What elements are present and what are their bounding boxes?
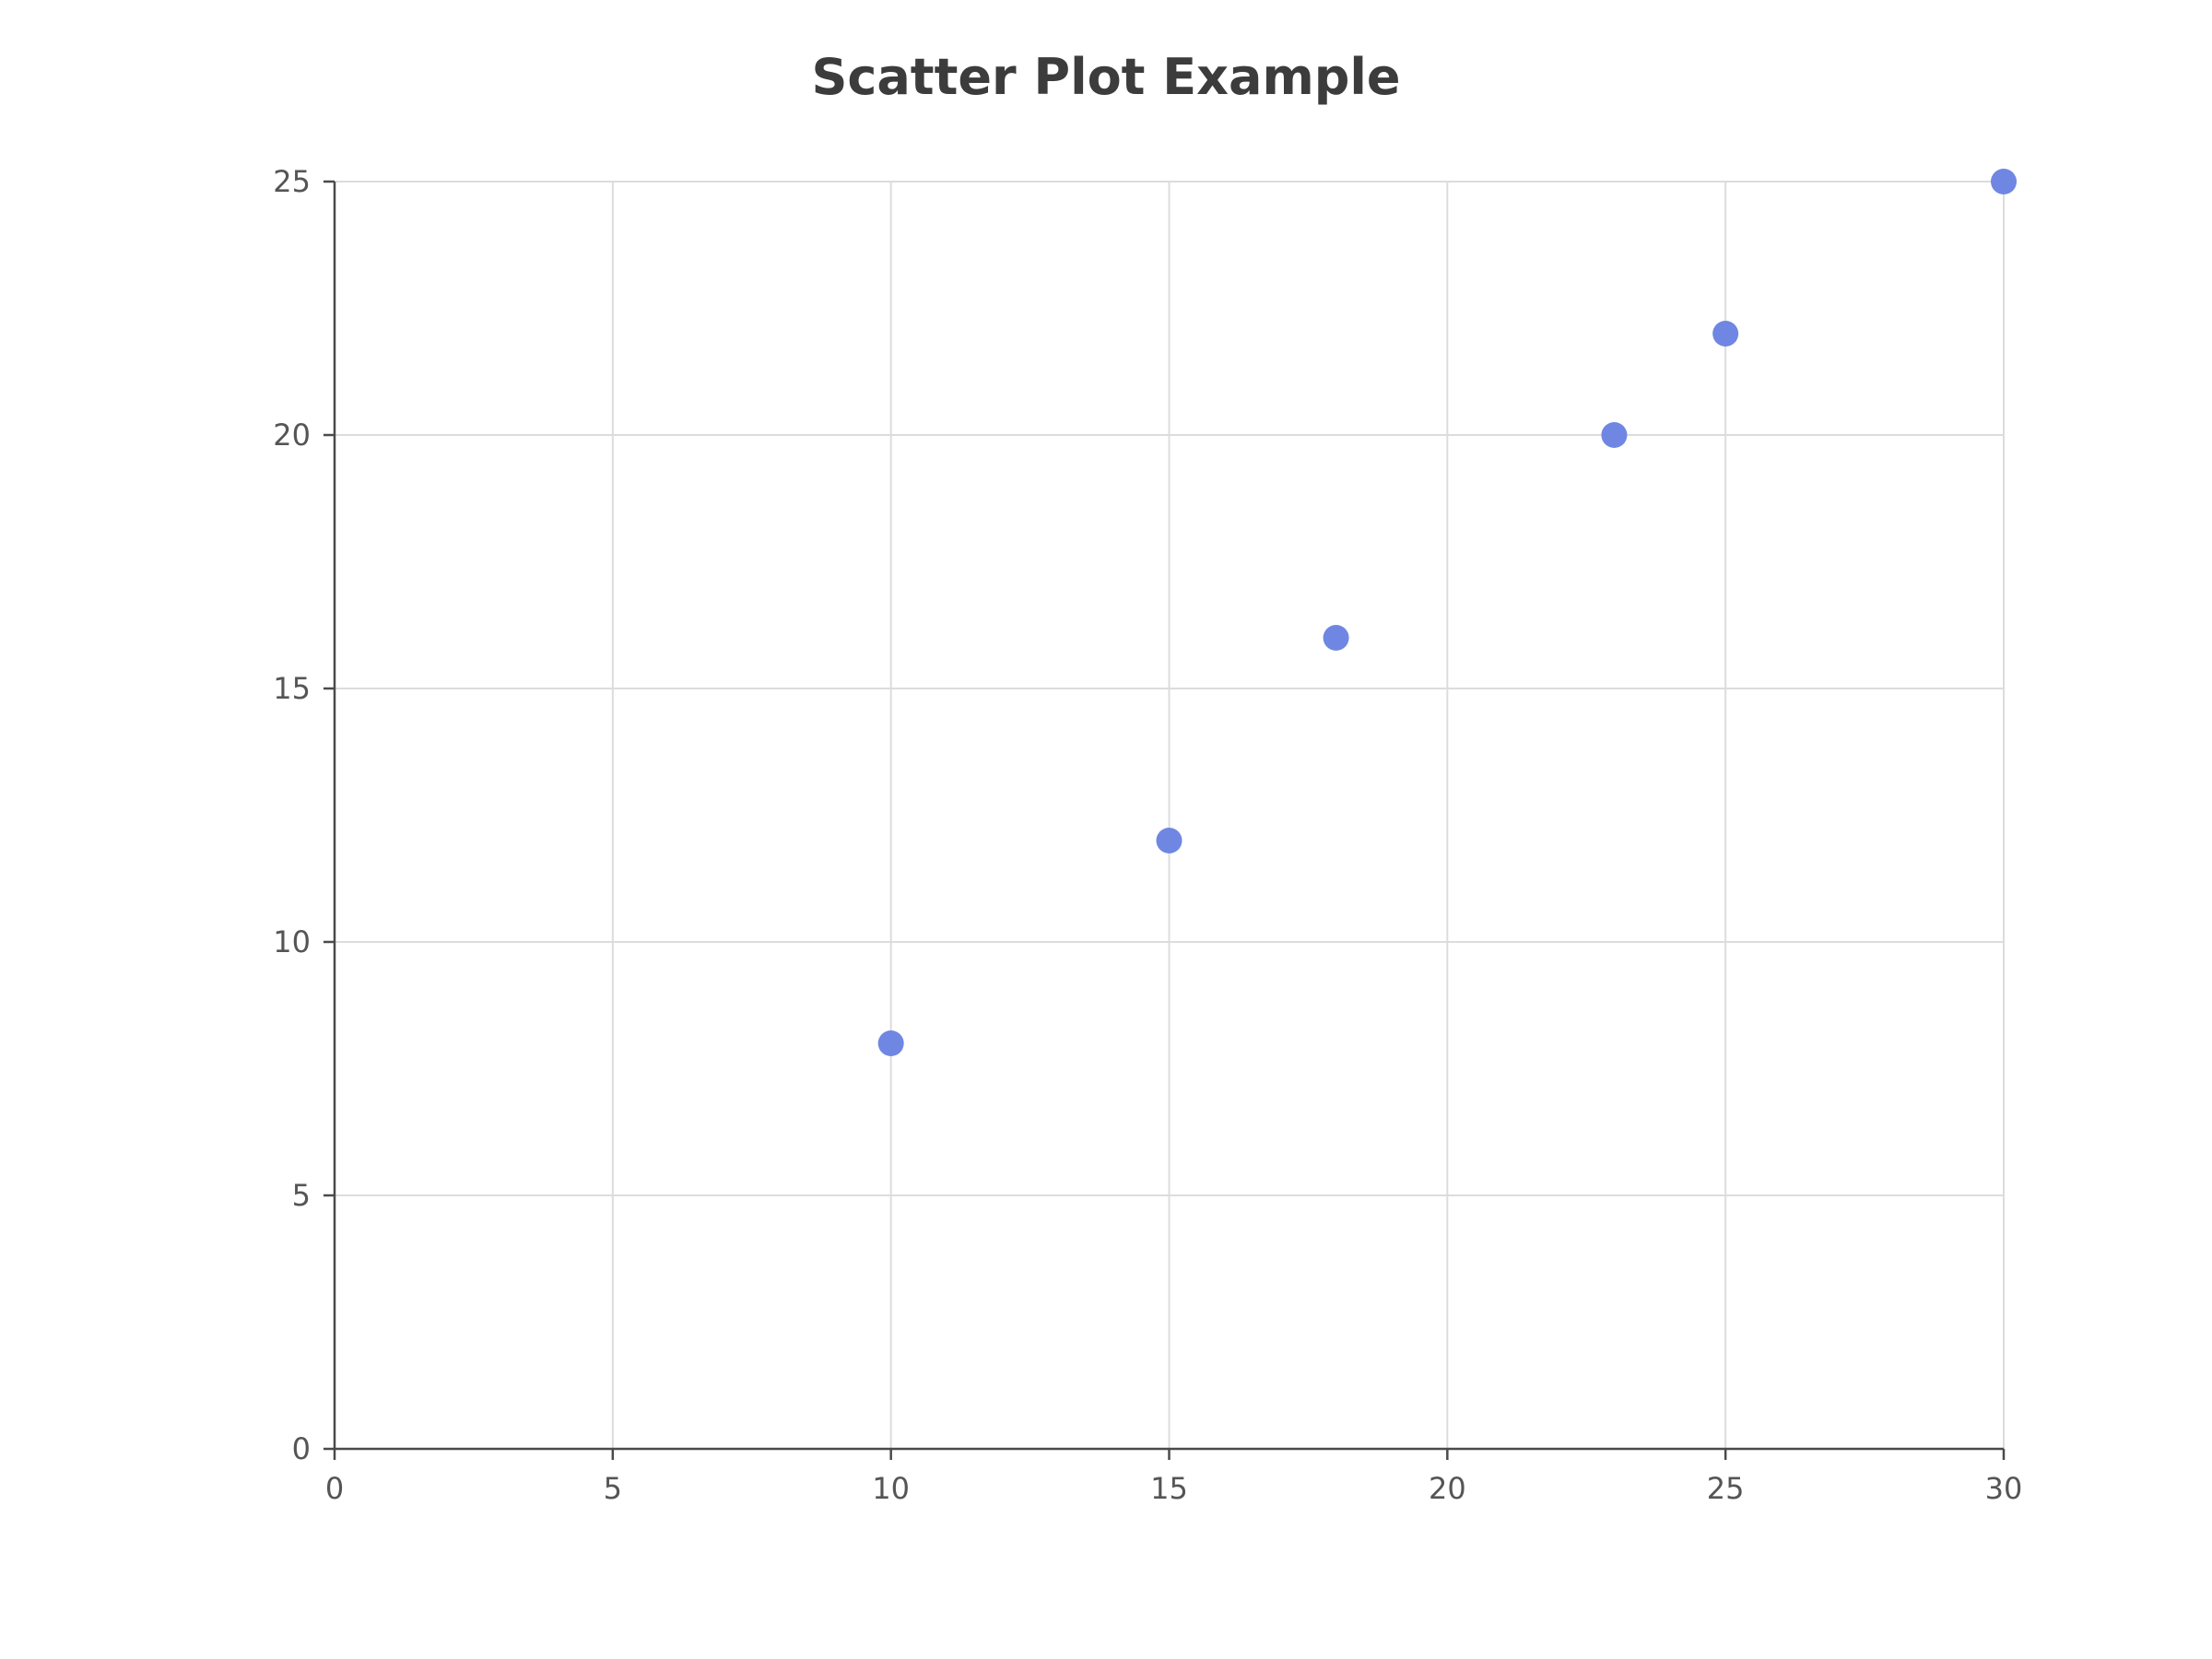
y-tick-label: 15 xyxy=(273,671,311,706)
scatter-point xyxy=(1323,625,1349,651)
grid-lines xyxy=(335,181,2005,1449)
scatter-point xyxy=(877,1030,904,1056)
y-tick-label: 25 xyxy=(273,164,311,199)
scatter-point xyxy=(1601,422,1628,448)
x-tick-label: 20 xyxy=(1429,1471,1466,1506)
x-tick-label: 10 xyxy=(872,1471,910,1506)
scatter-point xyxy=(1712,321,1739,347)
scatter-point xyxy=(1156,828,1182,853)
axes xyxy=(324,180,2006,1460)
y-tick-label: 0 xyxy=(292,1431,311,1466)
chart-title: Scatter Plot Example xyxy=(811,48,1401,106)
y-tick-label: 20 xyxy=(273,418,311,453)
x-tick-label: 5 xyxy=(604,1471,622,1506)
x-tick-label: 25 xyxy=(1707,1471,1745,1506)
x-tick-label: 30 xyxy=(1985,1471,2023,1506)
data-points xyxy=(877,169,2017,1056)
x-tick-label: 15 xyxy=(1150,1471,1188,1506)
y-tick-label: 10 xyxy=(273,924,311,959)
y-tick-label: 5 xyxy=(292,1178,311,1213)
scatter-point xyxy=(1991,169,2017,194)
x-tick-label: 0 xyxy=(325,1471,344,1506)
tick-labels: 0 5 10 15 20 25 30 0 5 10 15 20 25 xyxy=(273,164,2022,1506)
